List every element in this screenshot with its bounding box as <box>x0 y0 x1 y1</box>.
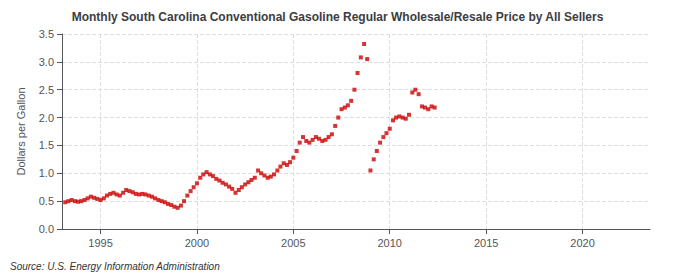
svg-text:2000: 2000 <box>185 237 209 249</box>
svg-text:1995: 1995 <box>88 237 112 249</box>
svg-text:3.5: 3.5 <box>39 28 54 40</box>
svg-text:Dollars per Gallon: Dollars per Gallon <box>15 87 27 175</box>
svg-text:Source: U.S. Energy Informatio: Source: U.S. Energy Information Administ… <box>10 261 220 272</box>
svg-text:2020: 2020 <box>570 237 594 249</box>
svg-text:Monthly South Carolina Convent: Monthly South Carolina Conventional Gaso… <box>72 10 604 24</box>
svg-text:2005: 2005 <box>281 237 305 249</box>
svg-text:1.0: 1.0 <box>39 167 54 179</box>
svg-text:2.0: 2.0 <box>39 112 54 124</box>
svg-text:2010: 2010 <box>377 237 401 249</box>
svg-text:2.5: 2.5 <box>39 84 54 96</box>
svg-text:0.0: 0.0 <box>39 223 54 235</box>
svg-text:2015: 2015 <box>474 237 498 249</box>
svg-text:3.0: 3.0 <box>39 56 54 68</box>
svg-text:1.5: 1.5 <box>39 139 54 151</box>
svg-text:0.5: 0.5 <box>39 195 54 207</box>
